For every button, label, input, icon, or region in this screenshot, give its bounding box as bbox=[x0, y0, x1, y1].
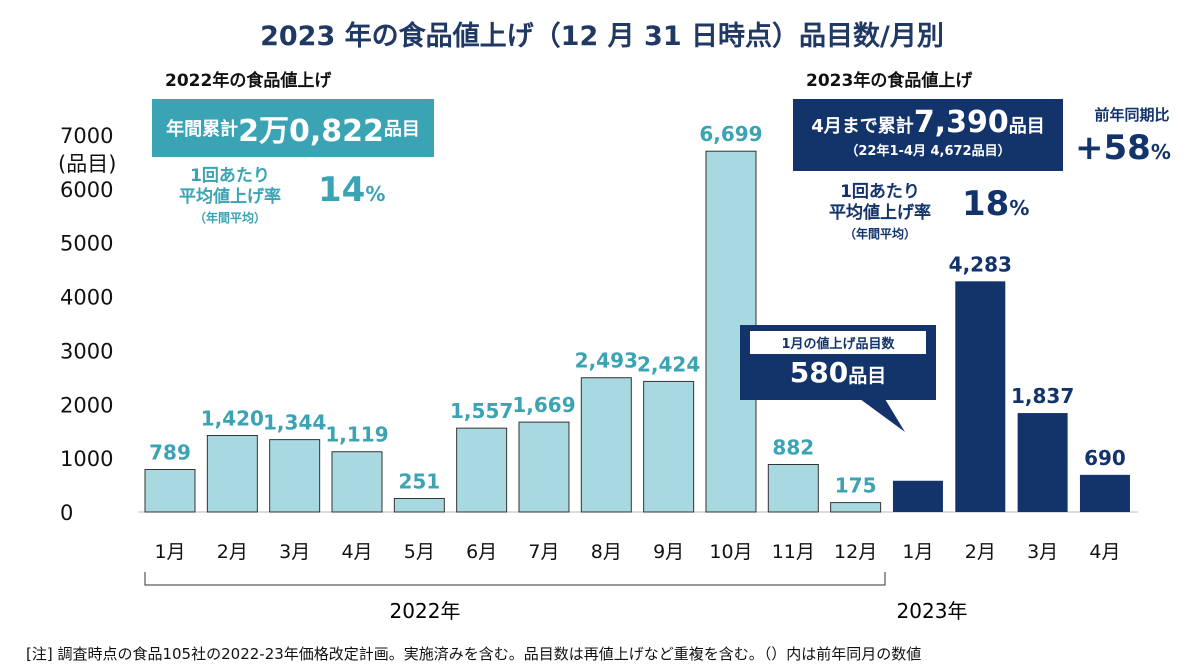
x-tick-label: 4月 bbox=[341, 541, 372, 563]
data-label: 2,493 bbox=[575, 349, 638, 373]
data-label: 1,344 bbox=[263, 411, 326, 435]
box-sub: （22年1-4月 4,672品目） bbox=[845, 144, 1011, 159]
x-tick-label: 8月 bbox=[591, 541, 622, 563]
x-tick-label: 6月 bbox=[466, 541, 497, 563]
bar bbox=[518, 421, 570, 513]
data-label: 1,119 bbox=[325, 423, 388, 447]
bar bbox=[206, 435, 258, 513]
bar bbox=[1017, 413, 1068, 512]
left-heading: 2022年の食品値上げ bbox=[165, 71, 332, 91]
box-value: 2万0,822 bbox=[238, 114, 384, 149]
x-tick-label: 10月 bbox=[709, 541, 752, 563]
data-label: 6,699 bbox=[699, 122, 762, 146]
bar bbox=[1079, 474, 1130, 512]
data-label: 1,420 bbox=[201, 407, 264, 431]
y-tick-label: 6000 bbox=[60, 178, 113, 202]
data-label: 789 bbox=[149, 441, 191, 465]
data-label: 2,424 bbox=[637, 352, 700, 376]
data-label: 251 bbox=[398, 469, 440, 493]
rate-unit: % bbox=[365, 182, 386, 206]
box-prefix: 年間累計 bbox=[166, 119, 239, 140]
x-tick-label: 12月 bbox=[834, 541, 877, 563]
y-tick-label: 0 bbox=[60, 501, 73, 525]
right-rate-label: 1回あたり 平均値上げ率 （年間平均） bbox=[800, 182, 960, 245]
left-rate-value: 14% bbox=[318, 170, 385, 210]
y-tick-label: 5000 bbox=[60, 232, 113, 256]
rate-label: 平均値上げ率 bbox=[179, 187, 281, 207]
y-tick-label: 7000 bbox=[60, 124, 113, 148]
bar bbox=[955, 281, 1006, 512]
box-suffix: 品目 bbox=[1008, 116, 1045, 137]
annual-total-box: 年間累計 2万0,822 品目 bbox=[152, 99, 434, 157]
x-tick-label: 2月 bbox=[217, 541, 248, 563]
x-tick-label: 5月 bbox=[404, 541, 435, 563]
bar bbox=[580, 377, 632, 513]
callout-value: 580 bbox=[789, 356, 849, 389]
yoy-value: +58% bbox=[1075, 128, 1171, 168]
data-label: 690 bbox=[1084, 446, 1126, 470]
y-tick-label: 1000 bbox=[60, 447, 113, 471]
data-label: 4,283 bbox=[949, 252, 1012, 276]
box-value: 7,390 bbox=[913, 105, 1009, 140]
rate-unit: % bbox=[1009, 196, 1030, 220]
year-bracket-2022 bbox=[144, 572, 886, 586]
callout-box: 1月の値上げ品目数 580品目 bbox=[740, 325, 936, 400]
year-label: 2022年 bbox=[390, 599, 461, 623]
y-tick-label: 2000 bbox=[60, 393, 113, 417]
x-tick-label: 3月 bbox=[279, 541, 310, 563]
bar bbox=[393, 497, 445, 513]
y-tick-label: 3000 bbox=[60, 339, 113, 363]
rate-label: （年間平均） bbox=[843, 227, 916, 241]
bar bbox=[892, 480, 943, 512]
callout-unit: 品目 bbox=[848, 365, 887, 387]
x-tick-label: 3月 bbox=[1027, 541, 1058, 563]
x-tick-label: 4月 bbox=[1089, 541, 1120, 563]
rate-label: 1回あたり bbox=[840, 182, 920, 202]
bar bbox=[331, 451, 383, 513]
x-tick-label: 1月 bbox=[154, 541, 185, 563]
data-label: 1,837 bbox=[1011, 384, 1074, 408]
x-tick-label: 1月 bbox=[902, 541, 933, 563]
box-suffix: 品目 bbox=[383, 119, 420, 140]
x-tick-label: 11月 bbox=[772, 541, 815, 563]
right-heading: 2023年の食品値上げ bbox=[806, 71, 973, 91]
callout-pointer bbox=[860, 399, 905, 432]
bar bbox=[269, 439, 321, 513]
data-label: 175 bbox=[835, 474, 877, 498]
data-label: 1,557 bbox=[450, 399, 513, 423]
rate-label: 平均値上げ率 bbox=[829, 203, 931, 223]
yoy-unit: % bbox=[1150, 140, 1171, 164]
x-tick-label: 9月 bbox=[653, 541, 684, 563]
yoy-number: +58 bbox=[1075, 128, 1151, 168]
bar bbox=[643, 380, 695, 513]
chart-title: 2023 年の食品値上げ（12 月 31 日時点）品目数/月別 bbox=[260, 21, 944, 52]
y-tick-label: 4000 bbox=[60, 286, 113, 310]
rate-label: 1回あたり bbox=[190, 166, 270, 186]
right-rate-value: 18% bbox=[962, 184, 1029, 224]
data-label: 1,669 bbox=[512, 393, 575, 417]
rate-value: 18 bbox=[962, 184, 1010, 224]
yoy-label: 前年同期比 bbox=[1094, 106, 1170, 124]
rate-label: （年間平均） bbox=[193, 211, 266, 225]
bar bbox=[144, 469, 196, 513]
rate-value: 14 bbox=[318, 170, 366, 210]
box-prefix: 4月まで累計 bbox=[811, 116, 914, 137]
callout-label: 1月の値上げ品目数 bbox=[750, 331, 926, 354]
x-tick-label: 2月 bbox=[965, 541, 996, 563]
x-tick-label: 7月 bbox=[528, 541, 559, 563]
bar bbox=[767, 463, 819, 513]
data-label: 882 bbox=[772, 435, 814, 459]
bar bbox=[830, 502, 882, 513]
footnote: [注] 調査時点の食品105社の2022-23年価格改定計画。実施済みを含む。品… bbox=[26, 645, 922, 663]
left-rate-label: 1回あたり 平均値上げ率 （年間平均） bbox=[150, 166, 310, 229]
year-label: 2023年 bbox=[897, 599, 968, 623]
cumulative-box: 4月まで累計7,390品目 （22年1-4月 4,672品目） bbox=[793, 99, 1063, 171]
bar bbox=[456, 427, 508, 513]
y-axis-label: (品目) bbox=[58, 152, 117, 176]
